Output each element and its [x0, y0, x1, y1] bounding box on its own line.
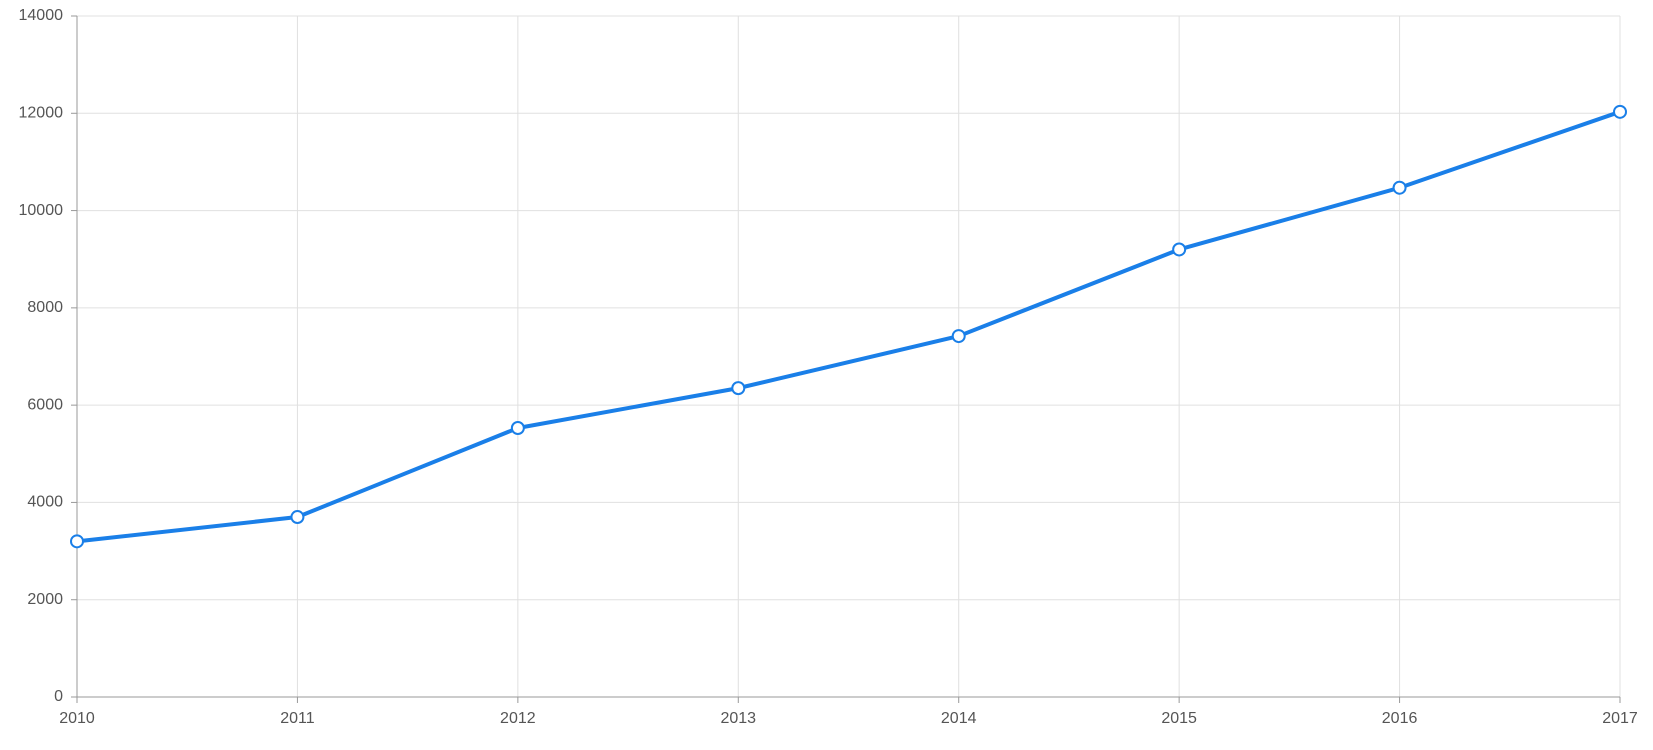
- point: [1172, 242, 1187, 257]
- x-tick-label: 2012: [500, 710, 536, 727]
- x-tick-label: 2014: [941, 710, 977, 727]
- point: [70, 534, 84, 549]
- y-tick-label: 4000: [27, 494, 63, 511]
- y-tick-label: 10000: [19, 202, 64, 219]
- point: [290, 510, 305, 525]
- point: [1613, 104, 1627, 119]
- y-tick-label: 0: [54, 688, 63, 705]
- point: [510, 421, 525, 436]
- x-tick-label: 2016: [1382, 710, 1418, 727]
- y-tick-label: 2000: [27, 591, 63, 608]
- point: [1392, 180, 1407, 195]
- y-tick-label: 12000: [19, 105, 64, 122]
- y-tick-label: 14000: [19, 7, 64, 24]
- point: [951, 329, 966, 344]
- x-tick-label: 2015: [1161, 710, 1197, 727]
- point: [731, 381, 746, 396]
- x-tick-label: 2010: [59, 710, 95, 727]
- x-tick-label: 2011: [280, 710, 315, 727]
- y-tick-label: 8000: [27, 299, 63, 316]
- line: [76, 109, 1621, 544]
- x-tick-label: 2013: [720, 710, 756, 727]
- x-tick-label: 2017: [1602, 710, 1638, 727]
- y-tick-label: 6000: [27, 396, 63, 413]
